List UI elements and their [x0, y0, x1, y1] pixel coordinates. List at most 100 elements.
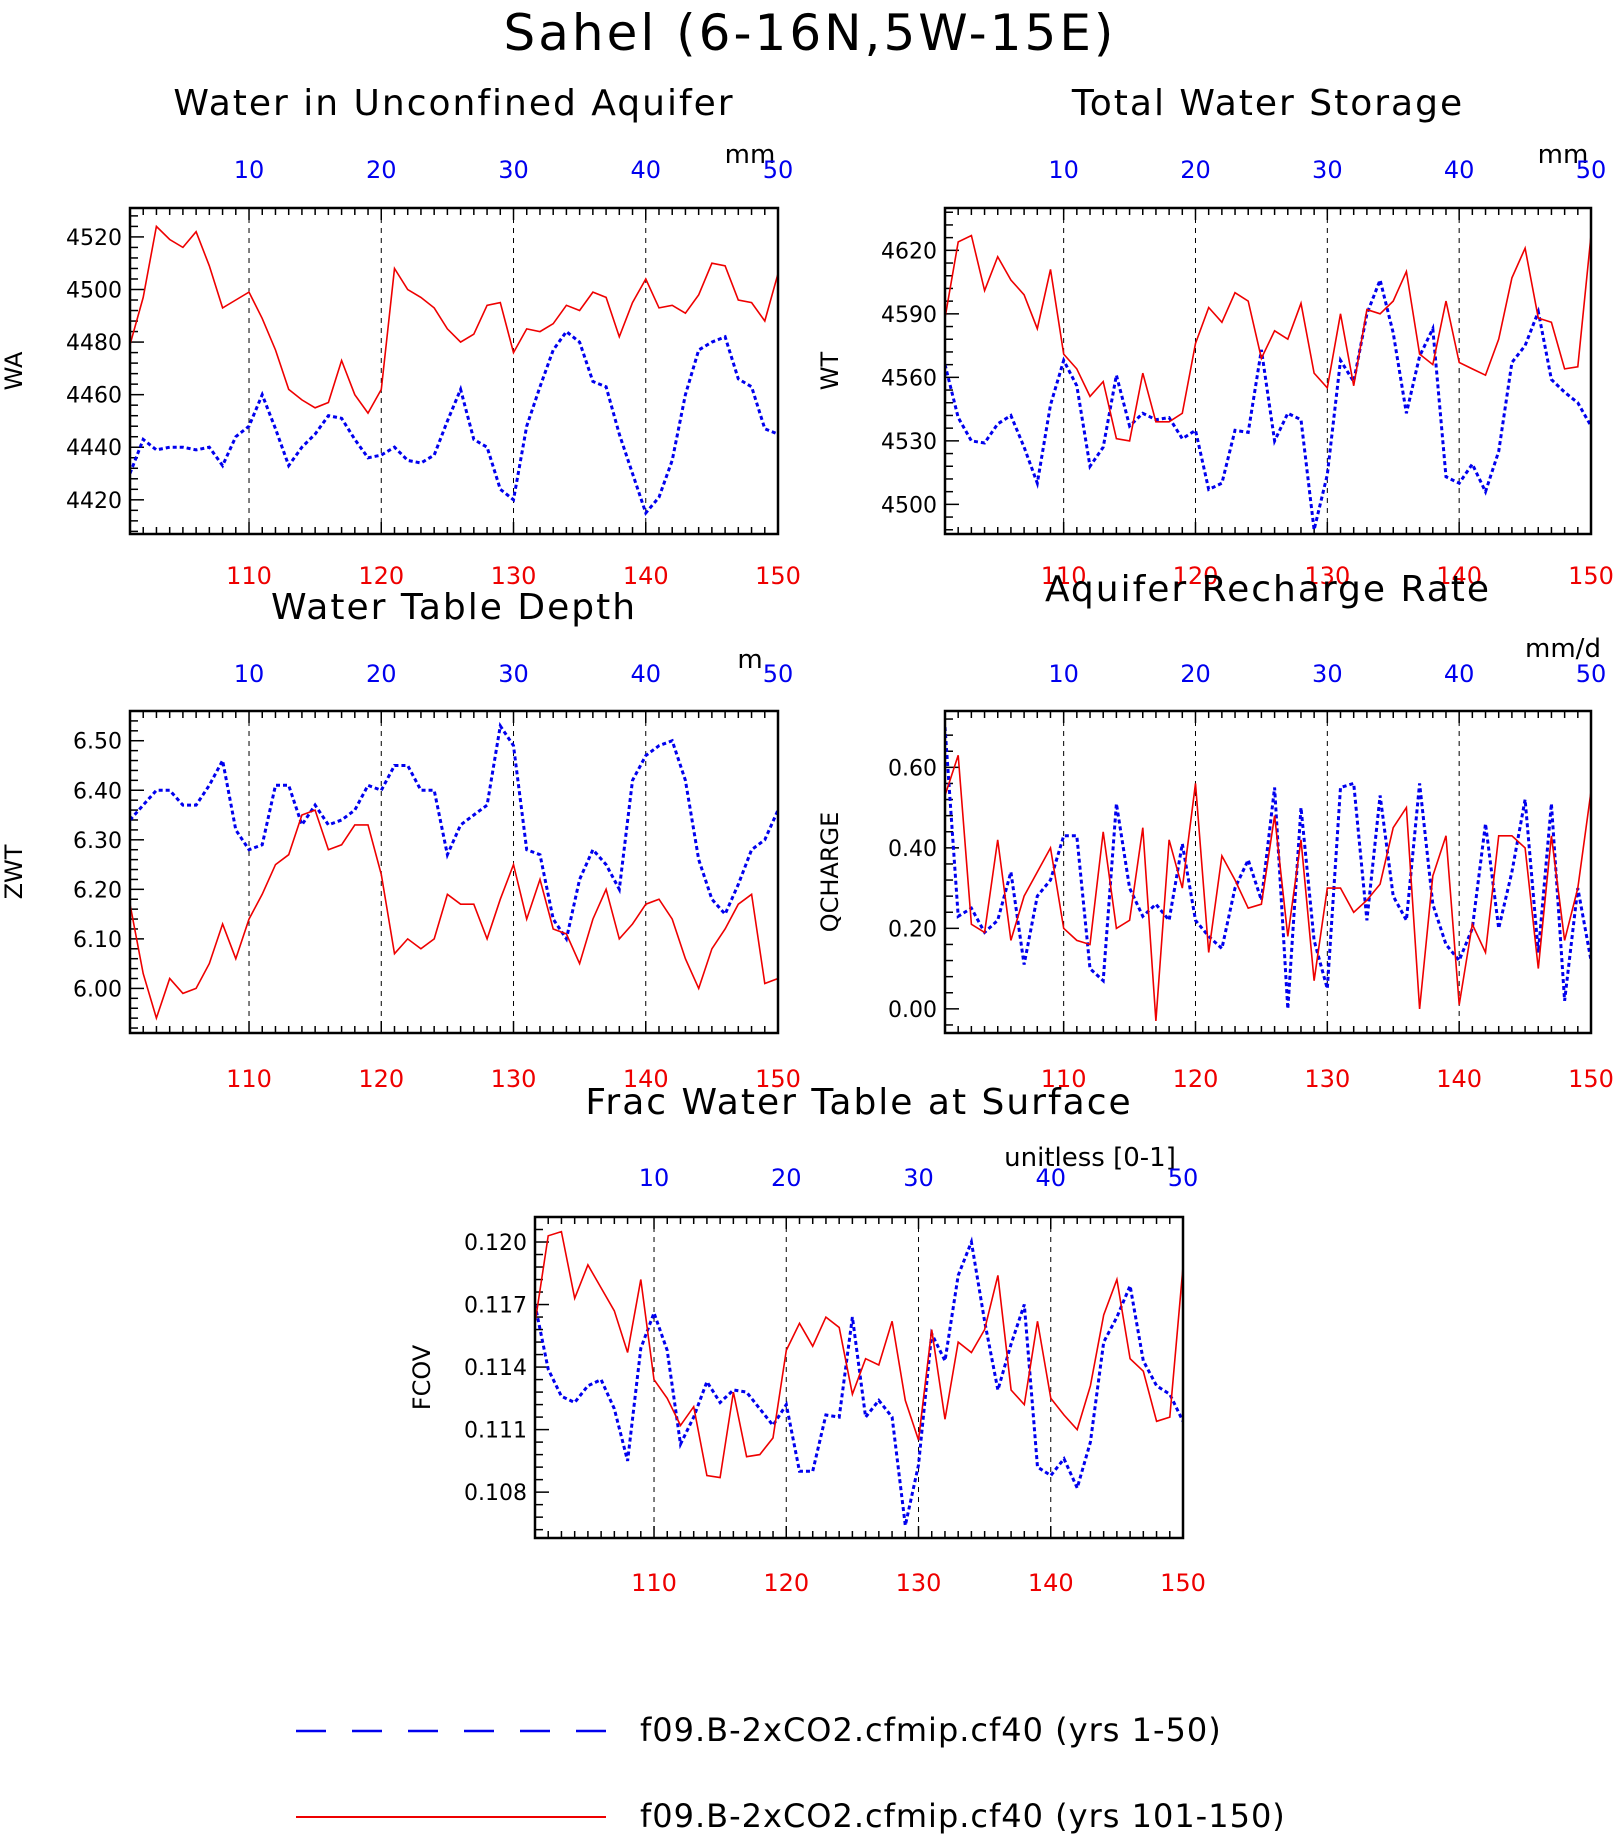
y-axis-label: WT	[816, 351, 844, 390]
units-label: mm	[1538, 140, 1589, 170]
top-tick-label: 30	[498, 660, 529, 688]
y-tick-label: 6.00	[73, 977, 122, 1002]
series-line-red	[535, 1230, 1183, 1479]
y-tick-label: 4530	[881, 430, 937, 455]
panel-title: Aquifer Recharge Rate	[1045, 569, 1491, 610]
bottom-tick-label: 120	[358, 562, 404, 590]
top-tick-label: 30	[498, 156, 529, 184]
panel-4: Aquifer Recharge Rate mm/d QCHARGE 0.00 0.20…	[816, 569, 1614, 1093]
plot-frame	[943, 709, 1593, 1035]
bottom-tick-label: 110	[226, 562, 272, 590]
bottom-tick-label: 110	[1041, 562, 1087, 590]
y-tick-label: 0.40	[888, 837, 937, 862]
plot-frame	[128, 709, 780, 1035]
y-axis-label: WA	[0, 351, 28, 390]
top-tick-label: 20	[1180, 660, 1211, 688]
y-tick-label: 4500	[66, 279, 122, 304]
panel-title: Water Table Depth	[271, 587, 637, 628]
y-tick-label: 0.60	[888, 756, 937, 781]
bottom-tick-label: 150	[755, 1065, 801, 1093]
y-tick-label: 4590	[881, 303, 937, 328]
top-tick-label: 40	[1444, 156, 1475, 184]
top-tick-label: 50	[1168, 1164, 1199, 1192]
top-tick-label: 30	[1312, 156, 1343, 184]
plot-frame	[128, 206, 780, 536]
top-tick-label: 20	[366, 660, 397, 688]
series-line-red	[130, 224, 778, 415]
y-tick-label: 0.111	[464, 1419, 527, 1444]
y-tick-label: 4440	[66, 436, 122, 461]
panel-2: Total Water Storage mm WT 4500 4530 4560 4590 4…	[816, 83, 1614, 590]
bottom-tick-label: 120	[358, 1065, 404, 1093]
series-line-red	[130, 809, 778, 1021]
bottom-tick-label: 140	[623, 1065, 669, 1093]
bottom-tick-label: 150	[1568, 562, 1614, 590]
y-tick-label: 0.120	[464, 1231, 527, 1256]
bottom-tick-label: 130	[491, 562, 537, 590]
y-tick-label: 6.40	[73, 779, 122, 804]
top-tick-label: 50	[763, 156, 794, 184]
units-label: mm/d	[1525, 634, 1601, 664]
units-label: m	[737, 645, 762, 675]
bottom-tick-label: 150	[1568, 1065, 1614, 1093]
figure-title: Sahel (6-16N,5W-15E)	[503, 4, 1117, 62]
top-tick-label: 30	[903, 1164, 934, 1192]
series-line-red	[945, 755, 1591, 1021]
panel-title: Frac Water Table at Surface	[585, 1082, 1132, 1123]
y-tick-label: 0.117	[464, 1294, 527, 1319]
series-line-blue	[535, 1236, 1183, 1526]
top-tick-label: 40	[630, 156, 661, 184]
top-tick-label: 50	[1576, 660, 1607, 688]
series-line-red	[945, 234, 1591, 442]
top-tick-label: 10	[639, 1164, 670, 1192]
y-tick-label: 4520	[66, 226, 122, 251]
top-tick-label: 20	[1180, 156, 1211, 184]
y-tick-label: 4620	[881, 239, 937, 264]
bottom-tick-label: 110	[631, 1569, 677, 1597]
top-tick-label: 10	[1048, 660, 1079, 688]
bottom-tick-label: 150	[1160, 1569, 1206, 1597]
y-tick-label: 4500	[881, 493, 937, 518]
y-tick-label: 0.114	[464, 1356, 527, 1381]
y-tick-label: 6.30	[73, 829, 122, 854]
y-tick-label: 6.10	[73, 928, 122, 953]
y-axis-label: QCHARGE	[816, 812, 844, 933]
y-tick-label: 6.20	[73, 878, 122, 903]
y-axis-label: FCOV	[408, 1344, 436, 1410]
bottom-tick-label: 130	[1304, 1065, 1350, 1093]
top-tick-label: 10	[1048, 156, 1079, 184]
panel-title: Total Water Storage	[1071, 83, 1464, 124]
top-tick-label: 50	[763, 660, 794, 688]
bottom-tick-label: 120	[1173, 1065, 1219, 1093]
panel-1: Water in Unconfined Aquifer mm WA 4420 4440 4…	[0, 83, 801, 590]
y-tick-label: 4480	[66, 331, 122, 356]
y-tick-label: 6.50	[73, 730, 122, 755]
bottom-tick-label: 130	[491, 1065, 537, 1093]
top-tick-label: 10	[234, 156, 265, 184]
panel-3: Water Table Depth m ZWT 6.00 6.10 6.20 6.30 6.4…	[0, 587, 801, 1093]
units-label: mm	[725, 140, 776, 170]
y-tick-label: 0.00	[888, 998, 937, 1023]
series-line-blue	[130, 721, 778, 943]
top-tick-label: 40	[1035, 1164, 1066, 1192]
plot-frame	[533, 1215, 1185, 1540]
bottom-tick-label: 130	[1304, 562, 1350, 590]
bottom-tick-label: 120	[763, 1569, 809, 1597]
top-tick-label: 20	[771, 1164, 802, 1192]
bottom-tick-label: 110	[1041, 1065, 1087, 1093]
y-tick-label: 4420	[66, 489, 122, 514]
bottom-tick-label: 140	[623, 562, 669, 590]
top-tick-label: 40	[1444, 660, 1475, 688]
bottom-tick-label: 140	[1436, 1065, 1482, 1093]
series-line-blue	[945, 275, 1591, 531]
bottom-tick-label: 120	[1173, 562, 1219, 590]
y-tick-label: 4460	[66, 384, 122, 409]
top-tick-label: 20	[366, 156, 397, 184]
y-tick-label: 4560	[881, 366, 937, 391]
top-tick-label: 50	[1576, 156, 1607, 184]
y-tick-label: 0.20	[888, 917, 937, 942]
panel-5: Frac Water Table at Surface unitless [0-1…	[408, 1082, 1206, 1597]
top-tick-label: 40	[630, 660, 661, 688]
series-line-blue	[130, 329, 778, 517]
